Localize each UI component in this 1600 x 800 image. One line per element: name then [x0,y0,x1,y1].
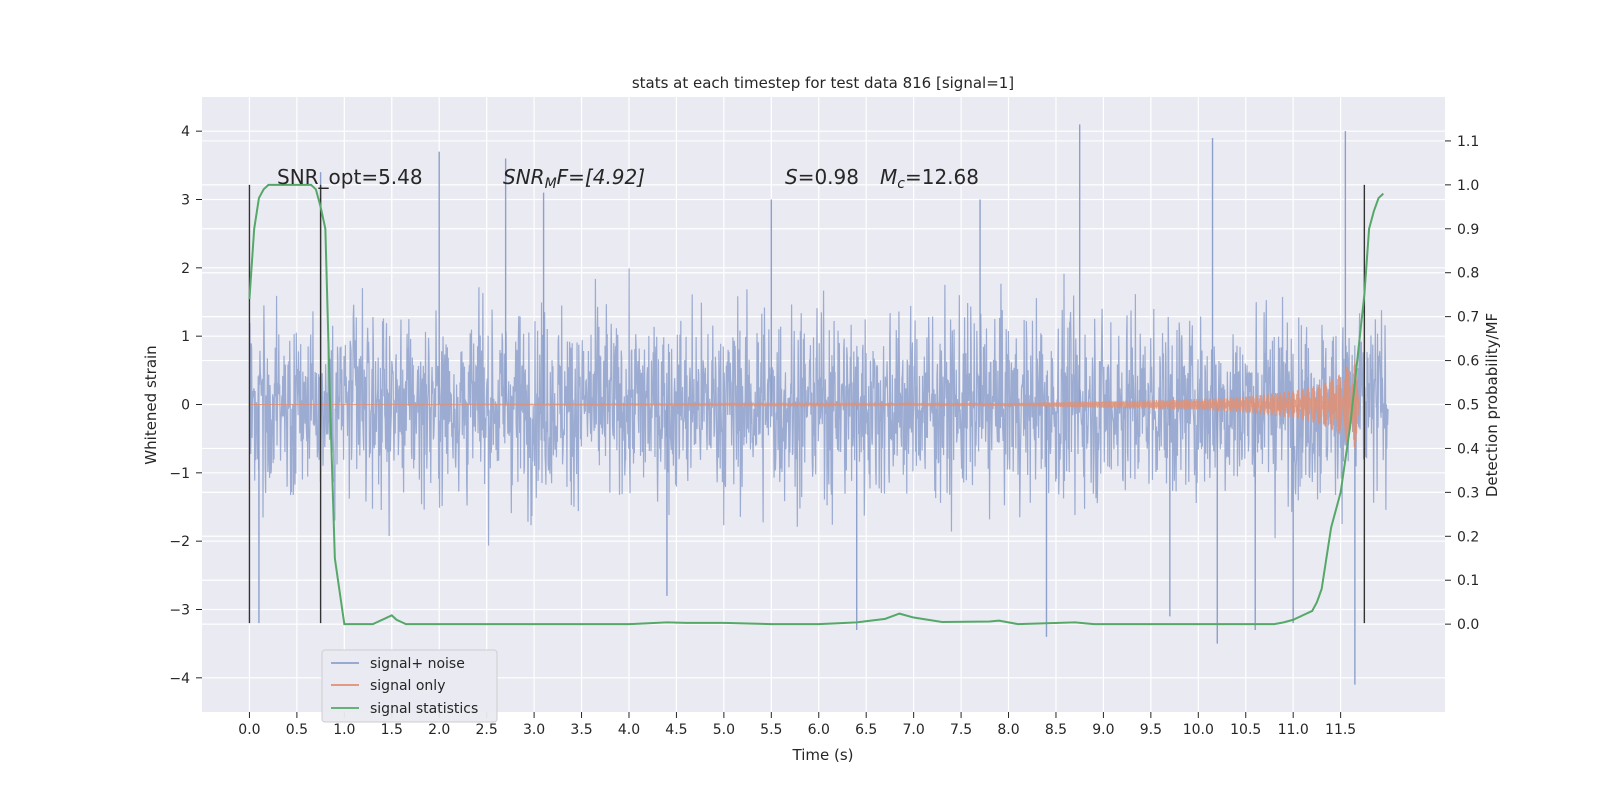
x-axis-ticks: 0.0 0.5 1.0 1.5 2.0 2.5 3.0 3.5 4.0 4.5 5.0 5.5 6.0 6… [238,712,1356,738]
x-tick-label: 6.5 [855,722,877,738]
mc-letter: M [880,165,897,189]
y2-tick-label: 1.0 [1457,178,1479,194]
legend-label-statistics: signal statistics [370,701,478,717]
x-tick-label: 10.5 [1230,722,1261,738]
s-value: =0.98 [798,165,859,189]
x-tick-label: 0.0 [238,722,260,738]
y2-tick-label: 0.7 [1457,310,1479,326]
snr-mf-subscript: M [545,176,557,192]
y2-axis-ticks: 1.1 1.0 0.9 0.8 0.7 0.6 0.5 0.4 0.3 0.2 0.1 0.0 [1445,134,1479,633]
y2-tick-label: 1.1 [1457,134,1479,150]
chart-title: stats at each timestep for test data 816… [632,74,1014,92]
mc-value: =12.68 [905,165,979,189]
legend-label-signal-noise: signal+ noise [370,656,465,672]
y-axis-ticks: 4 3 2 1 0 −1 −2 −3 −4 [169,124,202,687]
y-tick-label: −1 [169,466,190,482]
x-axis-label: Time (s) [792,746,854,764]
x-tick-label: 3.0 [523,722,545,738]
x-tick-label: 2.0 [428,722,450,738]
x-tick-label: 3.5 [570,722,592,738]
x-tick-label: 11.0 [1278,722,1309,738]
x-tick-label: 7.0 [903,722,925,738]
y-tick-label: 1 [181,329,190,345]
mc-annotation: Mc=12.68 [880,165,979,192]
x-tick-label: 1.5 [381,722,403,738]
y-tick-label: 2 [181,261,190,277]
y2-tick-label: 0.0 [1457,617,1479,633]
x-tick-label: 7.5 [950,722,972,738]
y2-tick-label: 0.5 [1457,398,1479,414]
s-annotation: S=0.98 [785,165,859,189]
y-axis-label: Whitened strain [142,345,160,464]
vline-layer [248,184,1366,624]
y2-tick-label: 0.3 [1457,485,1479,501]
y2-tick-label: 0.2 [1457,529,1479,545]
y2-tick-label: 0.6 [1457,354,1479,370]
signal-only-trace [249,359,1361,449]
x-tick-label: 2.5 [476,722,498,738]
x-tick-label: 9.0 [1092,722,1114,738]
x-tick-label: 6.0 [808,722,830,738]
mc-subscript: c [897,176,905,192]
snr-mf-prefix: SNR [503,165,545,189]
signal-statistics-line [248,183,1385,626]
legend-box [321,649,498,723]
x-tick-label: 4.5 [665,722,687,738]
y2-tick-label: 0.9 [1457,222,1479,238]
y2-tick-label: 0.4 [1457,441,1479,457]
x-tick-label: 10.0 [1183,722,1214,738]
y2-tick-label: 0.1 [1457,573,1479,589]
y-tick-label: 0 [181,398,190,414]
y-tick-label: −4 [169,671,190,687]
x-tick-label: 11.5 [1325,722,1356,738]
legend: signal+ noise signal only signal statist… [321,649,498,723]
x-tick-label: 9.5 [1140,722,1162,738]
s-letter: S [785,165,798,189]
signal-noise-trace [248,268,1389,546]
y2-tick-label: 0.8 [1457,266,1479,282]
statistics-layer [248,183,1385,626]
signal-only-layer [249,359,1361,449]
x-tick-label: 8.5 [1045,722,1067,738]
x-tick-label: 8.0 [997,722,1019,738]
x-tick-label: 0.5 [286,722,308,738]
y-tick-label: −2 [169,534,190,550]
snr-mf-value: F=[4.92] [557,165,645,189]
x-tick-label: 4.0 [618,722,640,738]
snr-opt-annotation: SNR_opt=5.48 [277,165,423,189]
y-tick-label: −3 [169,603,190,619]
y2-axis-label: Detection probability/MF [1483,313,1501,497]
legend-label-signal-only: signal only [370,678,445,694]
x-tick-label: 5.0 [713,722,735,738]
x-tick-label: 5.5 [760,722,782,738]
snr-mf-annotation: SNRMF=[4.92] [503,165,645,192]
y-tick-label: 4 [181,124,190,140]
x-tick-label: 1.0 [333,722,355,738]
y-tick-label: 3 [181,193,190,209]
